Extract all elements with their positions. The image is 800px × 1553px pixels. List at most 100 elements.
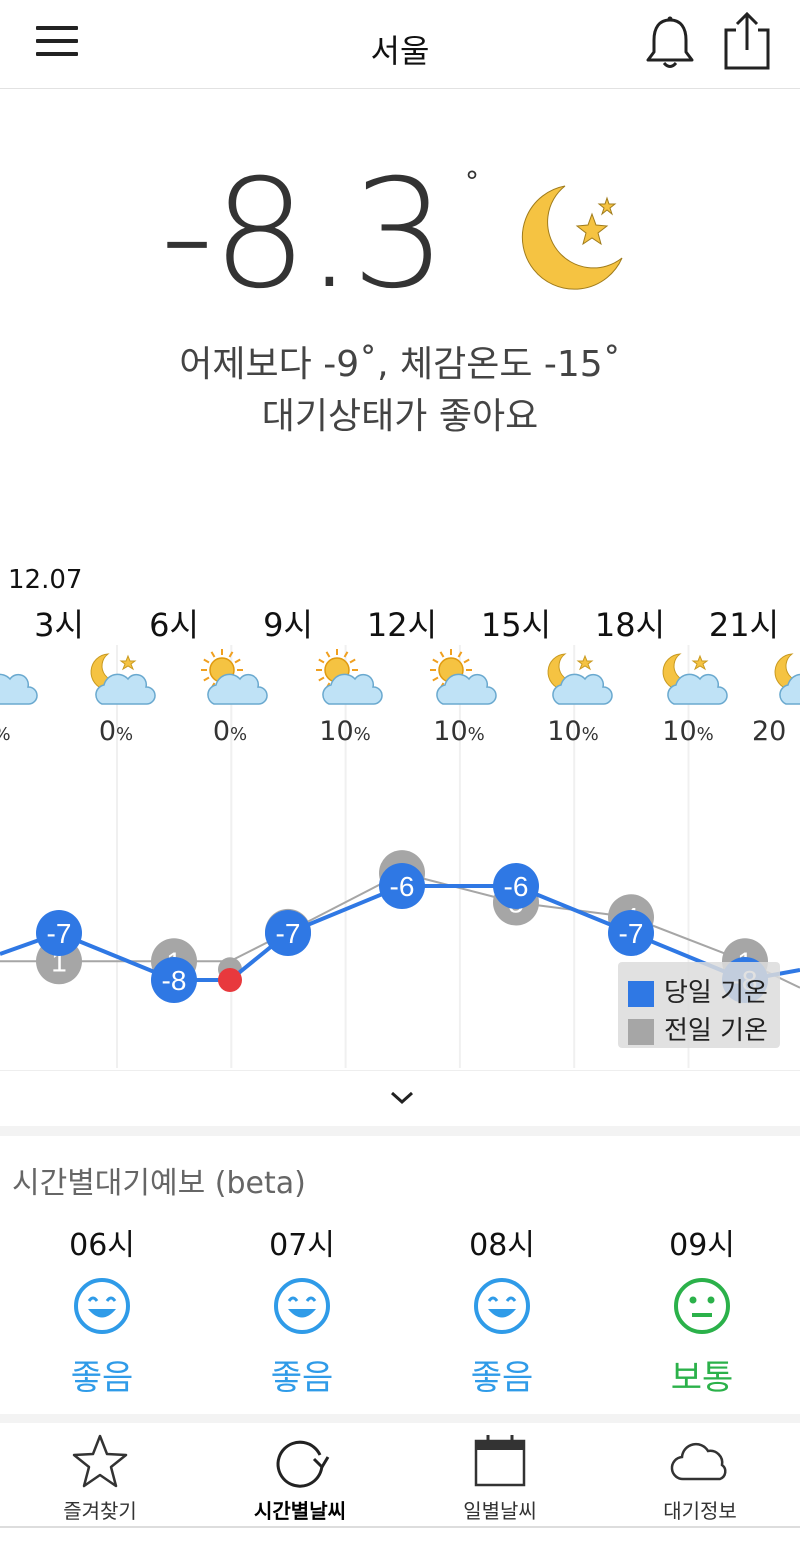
precip-label: 0% xyxy=(212,716,248,747)
calendar-icon xyxy=(474,1435,526,1487)
expand-button[interactable] xyxy=(0,1070,800,1127)
tab-label: 일별날씨 xyxy=(463,1499,537,1523)
city-title: 서울 xyxy=(370,32,430,70)
sun-ray xyxy=(210,651,216,658)
today-point-label: -7 xyxy=(47,918,72,949)
star-icon xyxy=(119,654,137,671)
air-status: 좋음 xyxy=(70,1358,134,1398)
sun-ray xyxy=(457,651,463,658)
star-icon xyxy=(72,1434,128,1488)
today-point-label: -7 xyxy=(276,918,301,949)
air-hour: 08시 xyxy=(469,1228,535,1263)
sun-ray xyxy=(463,658,470,664)
comparison-text: 어제보다 -9˚, 체감온도 -15˚ xyxy=(179,344,621,385)
cloud-icon xyxy=(670,1442,727,1481)
cloud-icon xyxy=(207,673,268,705)
bottom-tab-bar: 즐겨찾기 시간별날씨 일별날씨 대기정보 xyxy=(0,1423,800,1526)
neutral-face-icon xyxy=(674,1278,730,1334)
tab-hourly-weather[interactable]: 시간별날씨 xyxy=(200,1423,400,1526)
cloud-icon xyxy=(0,673,38,705)
cloud-icon xyxy=(779,673,800,705)
cloud-icon xyxy=(552,673,613,705)
hour-label: 9시 xyxy=(263,606,313,644)
current-temperature: -8.3 xyxy=(160,148,447,322)
bell-icon[interactable] xyxy=(640,14,700,74)
current-time-marker xyxy=(218,968,242,992)
today-point-label: -7 xyxy=(619,918,644,949)
today-point-label: -6 xyxy=(390,871,415,902)
air-hour: 09시 xyxy=(669,1228,735,1263)
smile-face-icon xyxy=(74,1278,130,1334)
forecast-date: 12.07 xyxy=(8,565,83,595)
tab-label: 즐겨찾기 xyxy=(63,1499,137,1523)
sun-ray xyxy=(432,676,439,682)
today-point xyxy=(379,863,425,909)
section-divider xyxy=(0,1126,800,1136)
hour-label: 6시 xyxy=(149,606,199,644)
tab-daily-weather[interactable]: 일별날씨 xyxy=(400,1423,600,1526)
today-point-label: -6 xyxy=(504,871,529,902)
tab-air-info[interactable]: 대기정보 xyxy=(600,1423,800,1526)
chart-legend: 당일 기온 전일 기온 xyxy=(618,962,780,1048)
bottom-divider xyxy=(0,1526,800,1528)
moon-stars-icon xyxy=(521,185,623,290)
precip-label: % xyxy=(0,716,52,747)
chevron-down-icon xyxy=(390,1091,414,1105)
star-icon xyxy=(691,654,709,671)
air-status: 보통 xyxy=(670,1358,734,1398)
precip-label: 10% xyxy=(433,716,485,747)
cloud-icon xyxy=(667,673,728,705)
sun-ray xyxy=(349,658,356,664)
precip-label: 0% xyxy=(98,716,134,747)
precip-label: 20 xyxy=(752,716,787,747)
tab-label: 대기정보 xyxy=(663,1499,737,1523)
sun-ray xyxy=(439,651,445,658)
legend-today: 당일 기온 xyxy=(628,972,768,1008)
today-point-label: -8 xyxy=(162,965,187,996)
sun-ray xyxy=(343,651,349,658)
degree-symbol: ° xyxy=(465,165,479,198)
today-point xyxy=(151,957,197,1003)
legend-yesterday: 전일 기온 xyxy=(628,1010,768,1046)
air-status: 좋음 xyxy=(470,1358,534,1398)
hour-label: 15시 xyxy=(480,606,552,644)
share-icon[interactable] xyxy=(718,10,776,72)
hour-label: 12시 xyxy=(366,606,438,644)
today-point xyxy=(493,863,539,909)
sun-ray xyxy=(203,676,210,682)
hamburger-icon[interactable] xyxy=(36,26,80,60)
tab-favorites[interactable]: 즐겨찾기 xyxy=(0,1423,200,1526)
yesterday-series-line xyxy=(0,872,800,989)
refresh-icon xyxy=(276,1440,330,1488)
section-divider xyxy=(0,1414,800,1423)
current-temperature-block: -8.3 ° xyxy=(160,148,479,322)
temperature-chart: 1137541-7-8-7-6-6-7-8 xyxy=(0,645,800,1068)
air-hour: 06시 xyxy=(69,1228,135,1263)
sun-ray xyxy=(228,651,234,658)
hour-label: 21시 xyxy=(708,606,780,644)
air-summary-text: 대기상태가 좋아요 xyxy=(261,396,539,437)
today-point xyxy=(36,910,82,956)
smile-face-icon xyxy=(474,1278,530,1334)
sun-ray xyxy=(325,651,331,658)
sun-ray xyxy=(318,658,325,664)
precip-label: 10% xyxy=(319,716,371,747)
star-icon xyxy=(576,654,594,671)
today-series-line xyxy=(0,884,800,983)
hour-label: 18시 xyxy=(594,606,666,644)
precip-label: 10% xyxy=(662,716,714,747)
air-status: 좋음 xyxy=(270,1358,334,1398)
sun-ray xyxy=(432,658,439,664)
hour-label: 3시 xyxy=(34,606,84,644)
sun-ray xyxy=(203,658,210,664)
tab-label: 시간별날씨 xyxy=(254,1499,346,1523)
cloud-icon xyxy=(322,673,383,705)
top-bar: 서울 xyxy=(0,0,800,89)
cloud-icon xyxy=(436,673,497,705)
today-point xyxy=(265,910,311,956)
sun-ray xyxy=(318,676,325,682)
cloud-icon xyxy=(95,673,156,705)
smile-face-icon xyxy=(274,1278,330,1334)
air-forecast-title: 시간별대기예보 (beta) xyxy=(12,1166,306,1201)
precip-label: 10% xyxy=(547,716,599,747)
